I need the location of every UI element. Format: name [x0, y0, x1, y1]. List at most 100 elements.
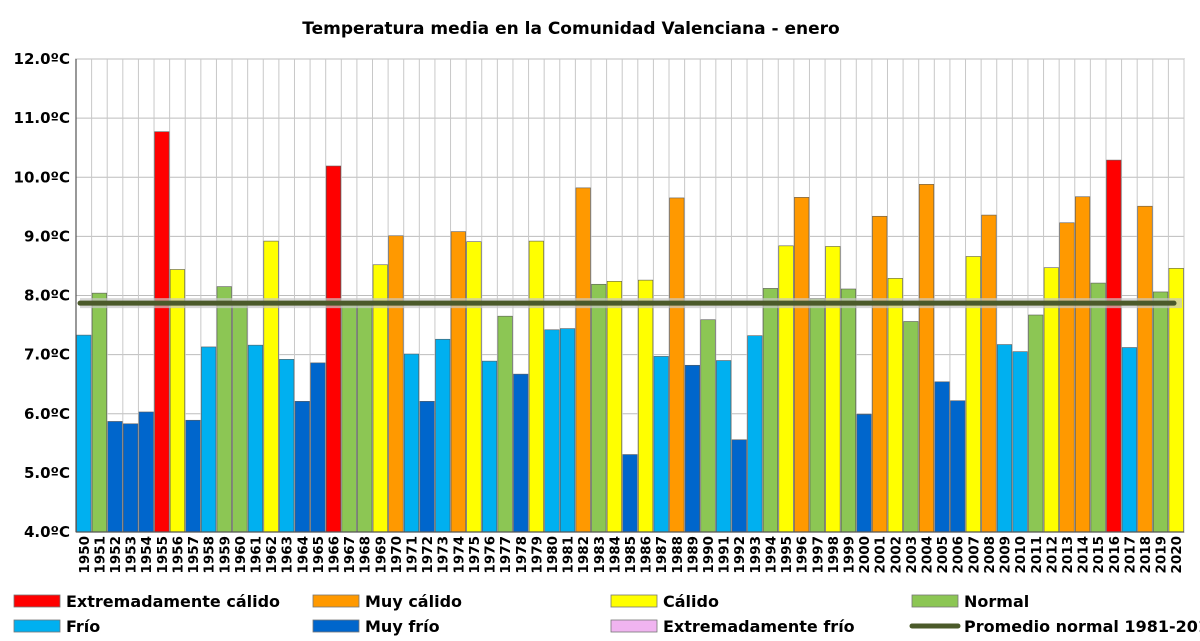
- bar-1953: [123, 423, 139, 533]
- x-tick-label: 1967: [342, 536, 358, 574]
- bar-1952: [107, 421, 123, 533]
- x-tick-label: 1981: [561, 536, 577, 574]
- x-tick-label: 2004: [920, 536, 936, 574]
- x-tick-label: 1962: [264, 536, 280, 574]
- bar-2016: [1106, 159, 1122, 533]
- x-tick-label: 1965: [311, 536, 327, 574]
- legend-swatch-calido: [610, 594, 658, 608]
- y-tick-label: 6.0ºC: [24, 405, 70, 423]
- x-tick-label: 2017: [1122, 536, 1138, 574]
- bar-1987: [653, 356, 669, 533]
- x-tick-label: 1976: [483, 536, 499, 574]
- bar-1997: [809, 298, 825, 533]
- bar-2002: [887, 278, 903, 533]
- y-tick-label: 8.0ºC: [24, 287, 70, 305]
- bar-1990: [700, 319, 716, 533]
- x-tick-label: 1952: [108, 536, 124, 574]
- x-tick-label: 1963: [280, 536, 296, 574]
- x-tick-label: 1960: [233, 536, 249, 574]
- x-tick-label: 1985: [623, 536, 639, 574]
- x-tick-label: 1953: [124, 536, 140, 574]
- y-tick-label: 10.0ºC: [14, 168, 70, 186]
- bar-2009: [996, 344, 1013, 533]
- bar-1970: [388, 235, 404, 533]
- bar-1961: [247, 344, 264, 533]
- legend-label-extremadamente_frio: Extremadamente frío: [663, 617, 855, 636]
- bar-2018: [1137, 205, 1153, 533]
- x-tick-label: 2006: [951, 536, 967, 574]
- x-tick-label: 1964: [295, 536, 311, 574]
- bar-2019: [1153, 291, 1169, 533]
- x-tick-label: 2000: [857, 536, 873, 574]
- legend-swatch-muy_frio: [312, 619, 360, 633]
- bar-1964: [294, 401, 310, 533]
- bar-1982: [575, 187, 591, 533]
- bar-1979: [528, 240, 544, 533]
- legend-label-frio: Frío: [66, 617, 100, 636]
- bar-1972: [419, 401, 435, 533]
- legend-label-muy_calido: Muy cálido: [365, 592, 462, 611]
- bar-1985: [622, 454, 638, 533]
- bar-1971: [403, 353, 420, 533]
- bar-2006: [950, 400, 966, 533]
- bar-1993: [747, 335, 763, 533]
- bar-1951: [91, 292, 107, 533]
- bar-1965: [310, 362, 326, 533]
- x-tick-label: 2001: [873, 536, 889, 574]
- bar-1998: [825, 246, 841, 533]
- bar-2005: [934, 381, 950, 533]
- x-tick-label: 2002: [888, 536, 904, 574]
- x-tick-label: 1950: [77, 536, 93, 574]
- bar-1975: [466, 241, 482, 533]
- x-tick-label: 1971: [405, 536, 421, 574]
- x-tick-label: 1988: [670, 536, 686, 574]
- bar-1956: [169, 269, 185, 533]
- bar-1967: [341, 302, 357, 533]
- bar-2011: [1028, 314, 1044, 533]
- chart-title: Temperatura media en la Comunidad Valenc…: [302, 19, 839, 39]
- bar-2017: [1121, 347, 1137, 533]
- x-tick-label: 1973: [436, 536, 452, 574]
- x-tick-label: 2013: [1060, 536, 1076, 574]
- bar-1978: [513, 373, 529, 533]
- bar-1992: [731, 439, 747, 533]
- y-tick-label: 7.0ºC: [24, 346, 70, 364]
- x-tick-label: 1996: [795, 536, 811, 574]
- bar-1966: [325, 165, 342, 533]
- bar-1991: [716, 360, 732, 533]
- bar-1968: [357, 302, 373, 533]
- y-tick-label: 5.0ºC: [24, 464, 70, 482]
- x-tick-label: 1983: [592, 536, 608, 574]
- bar-1955: [154, 131, 170, 533]
- x-tick-label: 1994: [763, 536, 779, 574]
- bar-1986: [638, 279, 654, 533]
- legend-swatch-extremadamente_calido: [13, 594, 61, 608]
- x-tick-label: 2019: [1154, 536, 1170, 574]
- x-tick-label: 1997: [810, 536, 826, 574]
- bar-2007: [965, 256, 981, 533]
- legend-swatch-frio: [13, 619, 61, 633]
- x-tick-label: 1990: [701, 536, 717, 574]
- x-tick-label: 2020: [1169, 536, 1185, 574]
- x-tick-label: 1982: [576, 536, 592, 574]
- x-tick-label: 1974: [451, 536, 467, 574]
- bar-1960: [232, 302, 248, 533]
- legend-label-promedio: Promedio normal 1981-2010: [964, 617, 1200, 636]
- bar-1996: [794, 197, 810, 533]
- x-tick-label: 1978: [514, 536, 530, 574]
- x-tick-label: 2011: [1029, 536, 1045, 574]
- x-tick-label: 2012: [1044, 536, 1060, 574]
- x-tick-label: 1961: [248, 536, 264, 574]
- x-tick-label: 1999: [841, 536, 857, 574]
- x-tick-label: 2005: [935, 536, 951, 574]
- legend-swatch-normal: [911, 594, 959, 608]
- bar-2003: [903, 321, 919, 533]
- bar-1999: [840, 288, 857, 533]
- plot-area: 4.0ºC 5.0ºC 6.0ºC 7.0ºC 8.0ºC 9.0ºC 10.0ºC 11.0…: [14, 50, 1186, 574]
- x-tick-label: 1959: [217, 536, 233, 574]
- bar-1954: [138, 411, 154, 533]
- bar-1984: [606, 281, 622, 533]
- bar-2013: [1059, 222, 1075, 533]
- x-tick-label: 1980: [545, 536, 561, 574]
